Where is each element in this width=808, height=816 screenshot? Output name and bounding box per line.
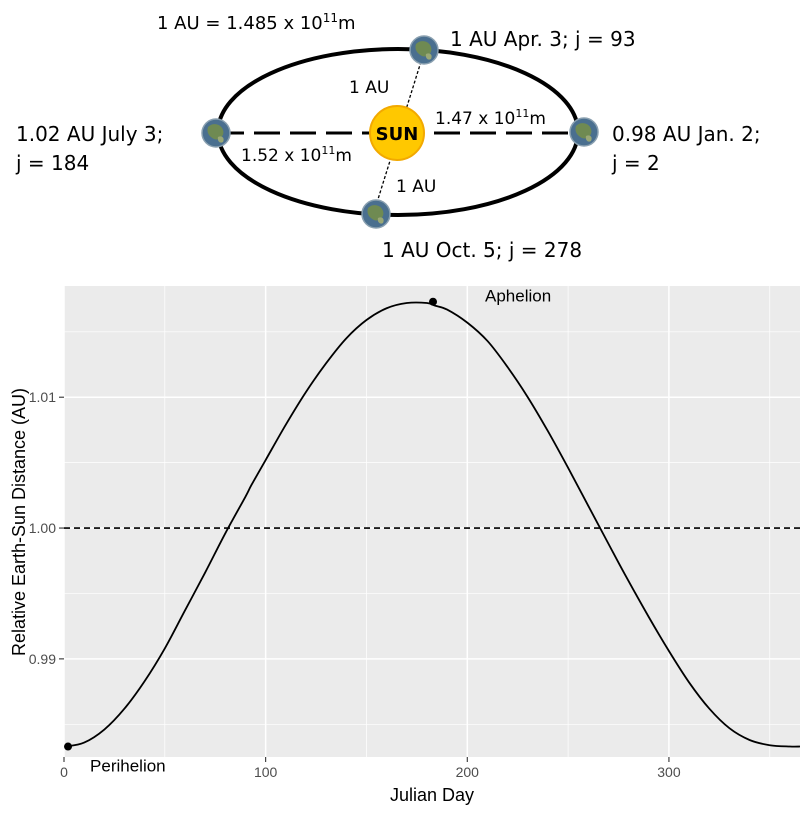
april-label: 1 AU Apr. 3; j = 93 bbox=[450, 27, 636, 51]
july-label-line1: 1.02 AU July 3; bbox=[16, 122, 163, 146]
grid-minor bbox=[64, 286, 800, 757]
perihelion-distance-unit: m bbox=[529, 109, 546, 129]
sun bbox=[369, 105, 425, 161]
au-definition: 1 AU = 1.485 x 1011m bbox=[157, 11, 356, 34]
plot-panel bbox=[64, 286, 800, 757]
au-definition-exponent: 11 bbox=[323, 11, 338, 25]
one-au-lower: 1 AU bbox=[396, 177, 436, 197]
equinox-dotted-line bbox=[373, 51, 425, 213]
aphelion-distance-unit: m bbox=[335, 146, 352, 166]
january-label-line2: j = 2 bbox=[611, 151, 660, 175]
x-tick-label: 300 bbox=[657, 764, 681, 780]
perihelion-distance-label: 1.47 x 1011m bbox=[435, 107, 546, 129]
perihelion-distance-exponent: 11 bbox=[515, 107, 529, 120]
earth-icon bbox=[409, 35, 439, 65]
aphelion-distance-text: 1.52 x 10 bbox=[241, 146, 321, 166]
perihelion-distance-text: 1.47 x 10 bbox=[435, 109, 515, 129]
marked-points: Perihelion Aphelion bbox=[64, 287, 551, 776]
x-axis-label: Julian Day bbox=[390, 785, 474, 805]
earth-icon bbox=[569, 117, 599, 147]
aphelion-label: Aphelion bbox=[485, 287, 551, 306]
perihelion-label: Perihelion bbox=[90, 757, 166, 776]
y-tick-label: 0.99 bbox=[29, 651, 56, 667]
x-tick-label: 0 bbox=[60, 764, 68, 780]
y-axis-label: Relative Earth-Sun Distance (AU) bbox=[9, 388, 29, 656]
x-tick-label: 200 bbox=[456, 764, 480, 780]
distance-chart: Perihelion Aphelion 0 100 200 300 0.99 1.00 1.… bbox=[9, 286, 801, 805]
x-tick-label: 100 bbox=[254, 764, 278, 780]
grid-major bbox=[63, 286, 800, 757]
earth-icon bbox=[361, 199, 391, 229]
aphelion-point bbox=[429, 297, 438, 306]
january-label-line1: 0.98 AU Jan. 2; bbox=[612, 122, 761, 146]
perihelion-point bbox=[64, 742, 73, 751]
october-label: 1 AU Oct. 5; j = 278 bbox=[382, 238, 582, 262]
x-axis: 0 100 200 300 bbox=[60, 757, 681, 780]
aphelion-distance-exponent: 11 bbox=[321, 144, 335, 157]
au-definition-text: 1 AU = 1.485 x 10 bbox=[157, 13, 323, 34]
y-tick-label: 1.01 bbox=[29, 389, 56, 405]
orbit-diagram: 1 AU = 1.485 x 1011m SUN 1 A bbox=[15, 11, 761, 262]
aphelion-distance-label: 1.52 x 1011m bbox=[241, 144, 352, 166]
y-axis: 0.99 1.00 1.01 bbox=[29, 389, 64, 667]
earth-icon bbox=[201, 118, 231, 148]
y-tick-label: 1.00 bbox=[29, 520, 56, 536]
july-label-line2: j = 184 bbox=[15, 151, 89, 175]
au-definition-unit: m bbox=[338, 13, 356, 34]
one-au-upper: 1 AU bbox=[349, 78, 389, 98]
sun-label: SUN bbox=[376, 124, 419, 145]
